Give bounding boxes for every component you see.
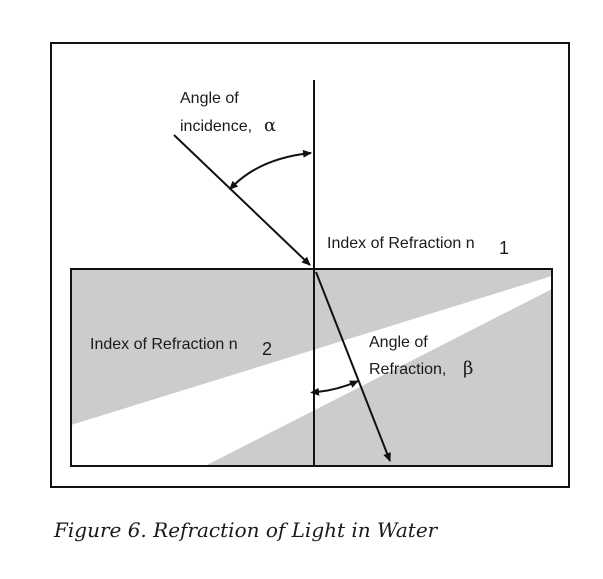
incidence-label-line1: Angle of xyxy=(180,90,239,107)
refraction-angle-arc xyxy=(310,380,359,396)
water-boundary xyxy=(70,268,553,467)
incident-ray xyxy=(173,134,311,266)
n1-subscript: 1 xyxy=(499,238,509,258)
refracted-ray xyxy=(315,271,391,462)
refraction-diagram: Angle of incidence, α Index of Refractio… xyxy=(50,42,570,488)
beta-symbol: β xyxy=(463,358,473,379)
refraction-label-line1: Angle of xyxy=(369,334,428,351)
reflection-band xyxy=(71,276,552,466)
n2-subscript: 2 xyxy=(262,339,272,359)
incidence-label-line2: incidence, xyxy=(180,118,252,135)
alpha-symbol: α xyxy=(264,115,276,136)
refraction-label-line2: Refraction, xyxy=(369,361,446,378)
figure-caption: Figure 6. Refraction of Light in Water xyxy=(54,518,438,542)
n2-label: Index of Refraction n xyxy=(90,336,238,353)
outer-frame xyxy=(50,42,570,488)
n1-label: Index of Refraction n xyxy=(327,235,475,252)
incidence-angle-arc xyxy=(228,149,312,190)
